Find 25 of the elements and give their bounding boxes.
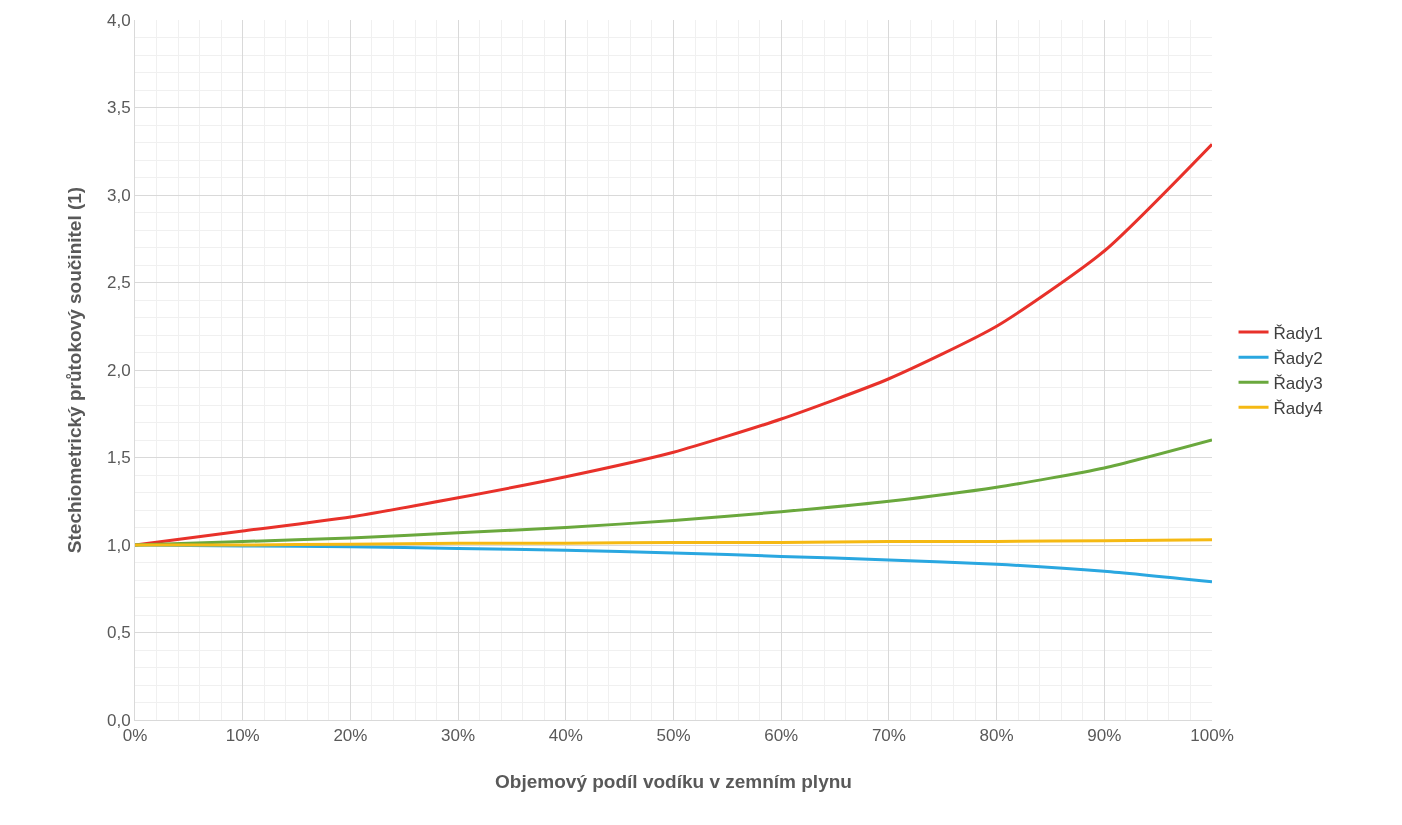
- line-series: [135, 438, 1212, 547]
- x-tick-label: 100%: [1190, 726, 1234, 746]
- x-tick-label: 20%: [333, 726, 368, 746]
- legend-label: Řady2: [1273, 348, 1323, 368]
- y-axis-title: Stechiometrický průtokový součinitel (1): [63, 186, 85, 554]
- x-tick-label: 30%: [441, 726, 476, 746]
- x-tick-label: 40%: [548, 726, 583, 746]
- y-tick-label: 1,5: [106, 448, 131, 468]
- x-tick-label: 50%: [656, 726, 691, 746]
- x-tick-label: 60%: [764, 726, 799, 746]
- y-tick-label: 3,0: [106, 185, 131, 205]
- x-tick-label: 70%: [871, 726, 906, 746]
- x-tick-label: 80%: [979, 726, 1014, 746]
- x-tick-label: 10%: [225, 726, 260, 746]
- x-tick-label: 90%: [1087, 726, 1122, 746]
- y-tick-label: 4,0: [106, 10, 131, 30]
- y-tick-label: 0,5: [106, 623, 131, 643]
- y-tick-label: 3,5: [106, 98, 131, 118]
- legend-label: Řady3: [1273, 373, 1323, 393]
- x-axis-title: Objemový podíl vodíku v zemním plynu: [495, 771, 852, 793]
- y-tick-label: 2,5: [106, 273, 131, 293]
- y-tick-label: 1,0: [106, 535, 131, 555]
- legend-label: Řady1: [1273, 323, 1323, 343]
- y-tick-label: 2,0: [106, 360, 131, 380]
- legend-label: Řady4: [1273, 398, 1323, 418]
